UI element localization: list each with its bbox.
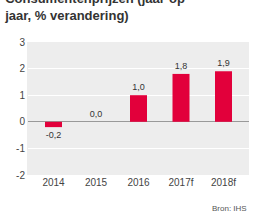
svg-text:0,0: 0,0 — [90, 109, 103, 119]
svg-text:-1: -1 — [16, 143, 25, 154]
svg-text:1,8: 1,8 — [175, 61, 188, 71]
svg-text:2017f: 2017f — [168, 177, 193, 188]
svg-text:1: 1 — [19, 90, 25, 101]
svg-text:0: 0 — [19, 116, 25, 127]
svg-text:1,9: 1,9 — [217, 58, 230, 68]
svg-text:2016: 2016 — [127, 177, 150, 188]
svg-text:-2: -2 — [16, 170, 25, 181]
svg-text:2: 2 — [19, 63, 25, 74]
svg-text:2014: 2014 — [42, 177, 65, 188]
svg-text:2018f: 2018f — [211, 177, 236, 188]
svg-text:Consumentenprijzen (jaar-op-ja: Consumentenprijzen (jaar-op-jaar, % vera… — [4, 0, 189, 23]
svg-text:-0,2: -0,2 — [46, 130, 62, 140]
svg-text:Bron: IHS: Bron: IHS — [212, 204, 247, 211]
svg-text:3: 3 — [19, 37, 25, 48]
svg-text:2015: 2015 — [85, 177, 108, 188]
svg-text:1,0: 1,0 — [132, 82, 145, 92]
